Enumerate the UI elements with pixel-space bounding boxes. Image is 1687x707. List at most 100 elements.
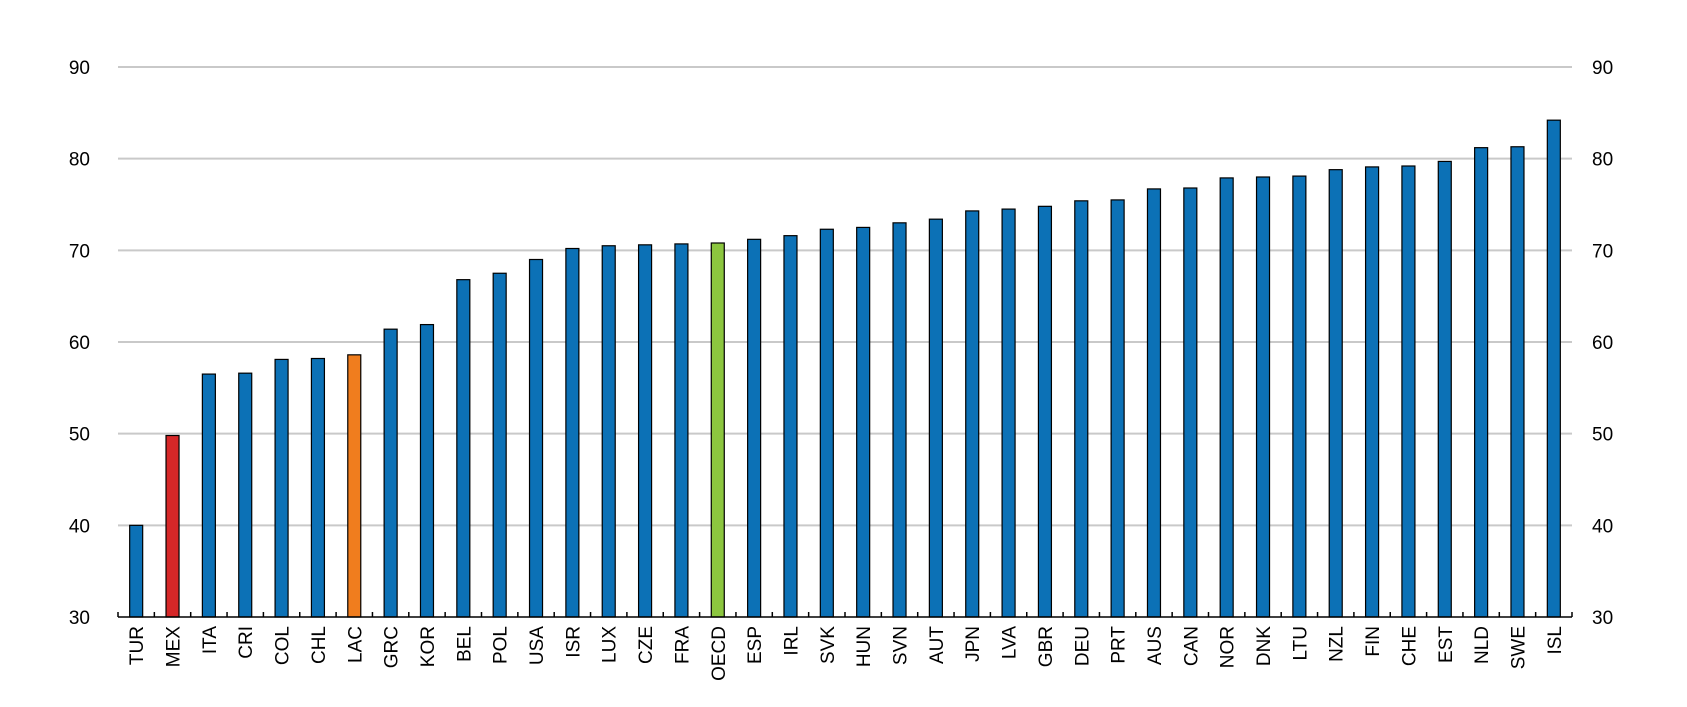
- bar-nzl: [1328, 169, 1343, 618]
- x-tick-label-tur: TUR: [127, 626, 148, 665]
- x-tick-label-aus: AUS: [1145, 626, 1166, 665]
- x-tick-label-est: EST: [1436, 626, 1457, 663]
- x-tick-label-lva: LVA: [1000, 626, 1021, 659]
- bar-cri: [238, 372, 253, 618]
- bar-irl: [783, 235, 798, 618]
- x-tick-label-fin: FIN: [1363, 626, 1384, 657]
- x-tick-label-aut: AUT: [927, 626, 948, 664]
- bar-deu: [1074, 200, 1089, 618]
- y-tick-label-right: 60: [1592, 333, 1613, 354]
- bar-tur: [129, 524, 144, 618]
- bar-chl: [310, 357, 326, 618]
- bar-lac: [347, 354, 362, 618]
- bar-che: [1401, 165, 1416, 618]
- x-tick-label-deu: DEU: [1072, 626, 1093, 666]
- x-tick-label-isr: ISR: [563, 626, 584, 658]
- bar-nld: [1474, 147, 1489, 618]
- bar-col: [274, 358, 289, 618]
- x-tick-label-lux: LUX: [600, 626, 621, 663]
- y-tick-labels-right: 30 40 50 60 70 80 90: [1592, 58, 1613, 629]
- y-tick-label-right: 40: [1592, 516, 1613, 537]
- bar-svn: [892, 222, 907, 618]
- x-tick-label-mex: MEX: [164, 626, 185, 668]
- y-tick-label-right: 30: [1592, 608, 1613, 629]
- y-tick-labels-left: 30 40 50 60 70 80 90: [69, 58, 90, 629]
- x-tick-label-oecd: OECD: [709, 626, 730, 681]
- bar-lva: [1001, 208, 1016, 618]
- bar-dnk: [1255, 176, 1271, 618]
- y-tick-label-left: 30: [69, 608, 90, 629]
- y-tick-label-right: 50: [1592, 425, 1613, 446]
- bar-hun: [856, 226, 871, 618]
- y-tick-label-left: 40: [69, 516, 90, 537]
- x-tick-label-ita: ITA: [200, 626, 221, 654]
- x-tick-label-grc: GRC: [382, 626, 403, 668]
- bar-usa: [528, 258, 544, 618]
- y-tick-label-left: 60: [69, 333, 90, 354]
- bar-cze: [637, 244, 653, 618]
- x-tick-label-esp: ESP: [745, 626, 766, 664]
- bar-est: [1437, 160, 1452, 618]
- x-tick-label-jpn: JPN: [963, 626, 984, 662]
- bar-svk: [819, 228, 834, 618]
- x-tick-label-hun: HUN: [854, 626, 875, 667]
- bar-mex: [165, 434, 180, 618]
- bar-ltu: [1292, 175, 1307, 618]
- x-tick-label-pol: POL: [491, 626, 512, 664]
- bar-isr: [565, 247, 580, 618]
- x-tick-label-svk: SVK: [818, 626, 839, 664]
- y-tick-label-right: 80: [1592, 150, 1613, 171]
- y-tick-label-left: 50: [69, 425, 90, 446]
- x-tick-label-isl: ISL: [1545, 626, 1566, 655]
- x-tick-label-nld: NLD: [1472, 626, 1493, 664]
- bar-ita: [201, 373, 216, 618]
- bar-fra: [674, 243, 689, 618]
- bar-fin: [1364, 166, 1380, 618]
- bar-lux: [601, 245, 616, 618]
- bar-aus: [1146, 188, 1162, 618]
- x-tick-label-chl: CHL: [309, 626, 330, 664]
- x-tick-label-lac: LAC: [345, 626, 366, 663]
- x-tick-label-ltu: LTU: [1290, 626, 1311, 660]
- x-tick-label-usa: USA: [527, 626, 548, 665]
- x-tick-label-fra: FRA: [672, 626, 693, 664]
- bar-oecd: [710, 242, 725, 618]
- x-tick-label-swe: SWE: [1508, 626, 1529, 669]
- bar-pol: [492, 272, 507, 618]
- bar-swe: [1510, 146, 1525, 618]
- bar-esp: [747, 238, 762, 618]
- y-tick-label-right: 70: [1592, 241, 1613, 262]
- bar-grc: [383, 328, 398, 618]
- x-tick-label-svn: SVN: [891, 626, 912, 665]
- gridlines: [118, 66, 1572, 527]
- x-tick-label-kor: KOR: [418, 626, 439, 667]
- x-tick-label-dnk: DNK: [1254, 626, 1275, 666]
- y-tick-label-left: 90: [69, 58, 90, 79]
- x-tick-label-nor: NOR: [1218, 626, 1239, 668]
- bar-bel: [456, 279, 471, 618]
- x-tick-label-cze: CZE: [636, 626, 657, 664]
- y-tick-label-left: 80: [69, 150, 90, 171]
- axes: [117, 612, 1573, 618]
- bar-gbr: [1037, 205, 1053, 618]
- bar-prt: [1110, 199, 1125, 618]
- x-tick-label-prt: PRT: [1109, 626, 1130, 664]
- bar-jpn: [965, 210, 980, 618]
- x-tick-label-gbr: GBR: [1036, 626, 1057, 667]
- bar-aut: [928, 218, 943, 618]
- x-tick-label-col: COL: [273, 626, 294, 665]
- bars: [129, 119, 1561, 618]
- x-tick-label-cri: CRI: [236, 626, 257, 659]
- bar-can: [1183, 187, 1198, 618]
- y-tick-label-left: 70: [69, 241, 90, 262]
- x-tick-labels: TUR MEX ITA CRI COL CHL LAC GRC KOR BEL POL USA ISR L…: [127, 626, 1566, 681]
- x-tick-label-bel: BEL: [454, 626, 475, 662]
- x-tick-label-nzl: NZL: [1327, 626, 1348, 662]
- x-tick-label-che: CHE: [1399, 626, 1420, 666]
- bar-isl: [1546, 119, 1561, 618]
- bar-kor: [419, 323, 435, 618]
- x-tick-label-can: CAN: [1181, 626, 1202, 666]
- x-tick-label-irl: IRL: [781, 626, 802, 656]
- y-tick-label-right: 90: [1592, 58, 1613, 79]
